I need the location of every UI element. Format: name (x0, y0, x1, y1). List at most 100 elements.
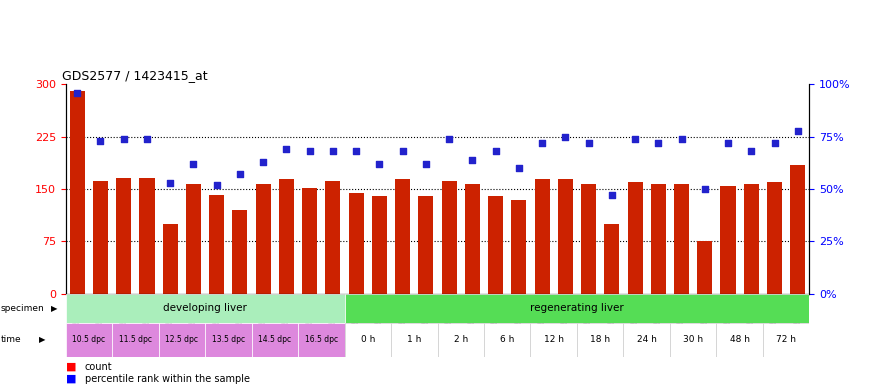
Bar (298, 323, 345, 357)
Bar (391, 323, 438, 357)
Text: 18 h: 18 h (590, 335, 610, 344)
Bar (484, 323, 530, 357)
Text: 14.5 dpc: 14.5 dpc (258, 335, 291, 344)
Point (558, 134, 572, 140)
Point (488, 148, 502, 154)
Point (605, 192, 619, 199)
Bar (670, 323, 717, 357)
Bar (66, 323, 112, 357)
Bar (209, 195, 224, 294)
Bar (66, 294, 345, 323)
Bar (790, 165, 805, 294)
Text: 11.5 dpc: 11.5 dpc (119, 335, 152, 344)
Point (140, 136, 154, 142)
Bar (279, 179, 294, 294)
Point (675, 136, 689, 142)
Text: 2 h: 2 h (453, 335, 468, 344)
Point (326, 148, 340, 154)
Bar (577, 323, 623, 357)
Text: 6 h: 6 h (500, 335, 514, 344)
Point (512, 165, 526, 171)
Point (745, 148, 759, 154)
Bar (442, 181, 457, 294)
Point (466, 157, 480, 163)
Bar (345, 294, 809, 323)
Point (651, 140, 665, 146)
Text: regenerating liver: regenerating liver (530, 303, 624, 313)
Bar (345, 323, 391, 357)
Point (791, 127, 805, 134)
Point (419, 161, 433, 167)
Point (210, 182, 224, 188)
Bar (763, 323, 809, 357)
Point (70, 90, 84, 96)
Point (767, 140, 781, 146)
Text: count: count (85, 361, 113, 372)
Bar (93, 181, 108, 294)
Point (256, 159, 270, 165)
Bar (163, 224, 178, 294)
Bar (418, 196, 433, 294)
Text: 10.5 dpc: 10.5 dpc (73, 335, 105, 344)
Point (349, 148, 363, 154)
Text: ▶: ▶ (51, 304, 57, 313)
Bar (530, 323, 577, 357)
Bar (112, 323, 158, 357)
Text: developing liver: developing liver (163, 303, 247, 313)
Point (721, 140, 735, 146)
Bar (158, 323, 205, 357)
Bar (233, 210, 248, 294)
Bar (488, 196, 503, 294)
Point (582, 140, 596, 146)
Bar (205, 323, 252, 357)
Text: 48 h: 48 h (730, 335, 750, 344)
Bar (326, 181, 340, 294)
Point (373, 161, 387, 167)
Point (628, 136, 642, 142)
Point (116, 136, 130, 142)
Text: ■: ■ (66, 361, 76, 372)
Bar (535, 179, 550, 294)
Text: percentile rank within the sample: percentile rank within the sample (85, 374, 250, 384)
Point (536, 140, 550, 146)
Bar (697, 242, 712, 294)
Point (164, 180, 178, 186)
Text: GDS2577 / 1423415_at: GDS2577 / 1423415_at (62, 69, 207, 82)
Bar (465, 184, 480, 294)
Bar (302, 188, 318, 294)
Text: 16.5 dpc: 16.5 dpc (304, 335, 338, 344)
Point (279, 146, 293, 152)
Text: 1 h: 1 h (407, 335, 422, 344)
Text: ■: ■ (66, 374, 76, 384)
Bar (438, 323, 484, 357)
Text: 24 h: 24 h (637, 335, 656, 344)
Bar (70, 91, 85, 294)
Point (94, 138, 108, 144)
Bar (396, 179, 410, 294)
Bar (255, 184, 270, 294)
Text: specimen: specimen (1, 304, 45, 313)
Bar (720, 185, 736, 294)
Bar (252, 323, 298, 357)
Point (442, 136, 456, 142)
Bar (674, 184, 690, 294)
Point (303, 148, 317, 154)
Point (186, 161, 200, 167)
Bar (511, 200, 527, 294)
Bar (717, 323, 763, 357)
Bar (623, 323, 670, 357)
Bar (186, 184, 201, 294)
Bar (116, 178, 131, 294)
Text: 12.5 dpc: 12.5 dpc (165, 335, 199, 344)
Text: 12 h: 12 h (543, 335, 564, 344)
Text: 72 h: 72 h (776, 335, 796, 344)
Point (697, 186, 711, 192)
Bar (139, 178, 155, 294)
Bar (557, 179, 573, 294)
Text: 0 h: 0 h (360, 335, 375, 344)
Bar (627, 182, 642, 294)
Bar (744, 184, 759, 294)
Text: 30 h: 30 h (683, 335, 704, 344)
Bar (767, 182, 782, 294)
Bar (372, 196, 387, 294)
